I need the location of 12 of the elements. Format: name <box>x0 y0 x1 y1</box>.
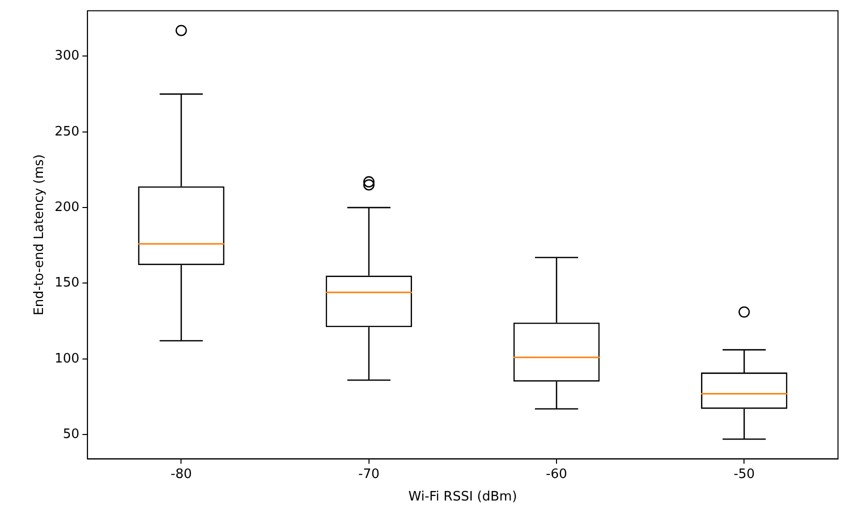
x-axis-title: Wi-Fi RSSI (dBm) <box>408 490 518 505</box>
y-axis-title: End-to-end Latency (ms) <box>32 154 48 316</box>
y-tick-label: 50 <box>62 426 80 442</box>
y-tick-label: 250 <box>54 124 80 140</box>
x-tick-label: -50 <box>734 466 755 482</box>
y-tick-label: 300 <box>54 48 80 64</box>
x-tick-label: -70 <box>358 466 380 482</box>
x-tick-label: -80 <box>170 466 192 482</box>
y-tick-label: 200 <box>54 200 80 215</box>
y-tick-label: 100 <box>54 351 80 366</box>
y-tick-label: 150 <box>54 276 80 291</box>
x-tick-label: -60 <box>546 466 568 482</box>
